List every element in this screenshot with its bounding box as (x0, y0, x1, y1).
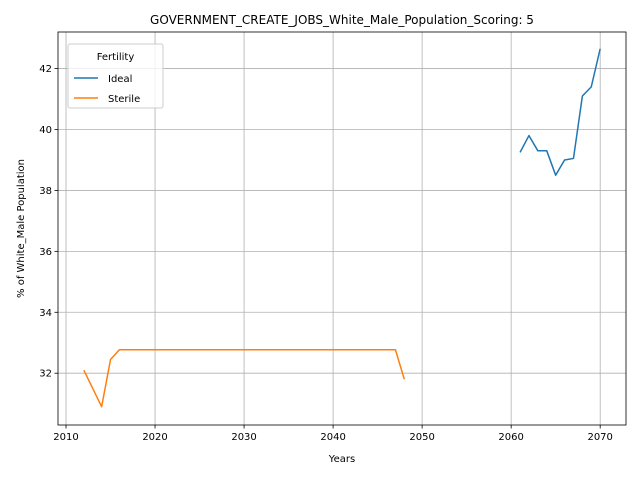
y-axis-label: % of White_Male Population (16, 159, 27, 298)
plot-frame (57, 31, 627, 426)
series-line-sterile (83, 349, 406, 408)
y-axis-ticks: 32 34 36 38 40 42 (39, 64, 58, 380)
x-tick-label: 2060 (498, 432, 523, 443)
x-tick-label: 2070 (587, 432, 612, 443)
x-tick-label: 2030 (231, 432, 256, 443)
x-tick-label: 2040 (320, 432, 345, 443)
chart-title: GOVERNMENT_CREATE_JOBS_White_Male_Popula… (150, 13, 534, 27)
legend-label-sterile: Sterile (108, 94, 140, 105)
legend-items: Ideal Sterile (74, 74, 140, 105)
legend-box (67, 43, 164, 109)
y-tick-label: 36 (39, 247, 52, 258)
x-tick-label: 2050 (409, 432, 434, 443)
y-tick-label: 34 (39, 308, 52, 319)
series-lines (83, 48, 601, 408)
legend-title: Fertility (97, 52, 135, 63)
grid-lines (58, 32, 626, 425)
y-tick-label: 42 (39, 64, 52, 75)
series-line-ideal (519, 48, 601, 176)
y-tick-label: 40 (39, 125, 52, 136)
legend-label-ideal: Ideal (108, 74, 132, 85)
x-axis-ticks: 2010 2020 2030 2040 2050 2060 2070 (53, 425, 613, 443)
legend: Fertility Ideal Sterile (67, 43, 164, 109)
x-axis-label: Years (328, 454, 355, 465)
x-tick-label: 2010 (53, 432, 78, 443)
y-tick-label: 32 (39, 369, 52, 380)
y-tick-label: 38 (39, 186, 52, 197)
x-tick-label: 2020 (142, 432, 167, 443)
